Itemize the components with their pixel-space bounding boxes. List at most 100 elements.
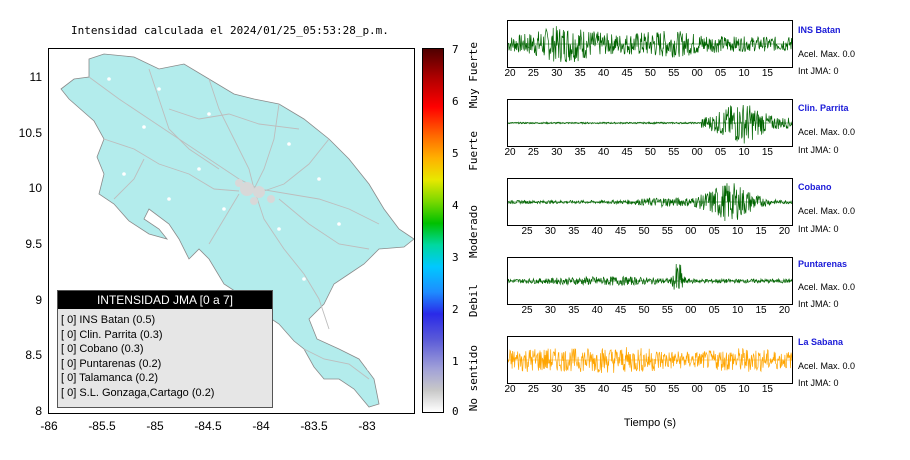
colorbar-label-no-sentido: No sentido xyxy=(467,345,480,412)
colorbar-tick: 6 xyxy=(452,95,459,108)
colorbar-tick: 1 xyxy=(452,355,459,368)
legend-item: [ 0] Cobano (0.3) xyxy=(61,343,144,355)
time-tick-label: 45 xyxy=(621,147,633,158)
time-tick-label: 35 xyxy=(574,147,586,158)
time-tick-label: 50 xyxy=(638,226,650,237)
colorbar-tick: 4 xyxy=(452,199,459,212)
time-tick-label: 20 xyxy=(504,68,516,79)
station-acel: Acel. Max. 0.0 xyxy=(798,206,856,216)
colorbar-tick: 0 xyxy=(452,405,459,418)
time-tick-label: 55 xyxy=(661,226,673,237)
time-tick-label: 20 xyxy=(778,226,790,237)
map-title: Intensidad calculada el 2024/01/25_05:53… xyxy=(71,24,389,37)
urban-area xyxy=(235,179,275,205)
legend-item: [ 0] INS Batan (0.5) xyxy=(61,314,156,326)
time-tick-label: 45 xyxy=(615,305,627,316)
station-name: Cobano xyxy=(798,182,832,192)
station-acel: Acel. Max. 0.0 xyxy=(798,49,856,59)
map-y-tick: 10.5 xyxy=(18,126,42,140)
station-name: INS Batan xyxy=(798,25,841,35)
time-tick-label: 00 xyxy=(691,68,703,79)
station-name: Clin. Parrita xyxy=(798,103,849,113)
station-markers xyxy=(107,77,371,371)
legend-item: [ 0] Clin. Parrita (0.3) xyxy=(61,328,163,341)
time-axis-title: Tiempo (s) xyxy=(623,417,677,429)
colorbar-label-muy-fuerte: Muy Fuerte xyxy=(467,42,480,109)
time-tick-label: 40 xyxy=(591,305,603,316)
waveform-trace[interactable] xyxy=(507,257,793,305)
time-tick-label: 30 xyxy=(551,384,563,395)
legend-item: [ 0] Puntarenas (0.2) xyxy=(61,357,162,370)
time-tick-label: 35 xyxy=(568,226,580,237)
map-x-tick: -84 xyxy=(252,419,270,433)
legend-header: INTENSIDAD JMA [0 a 7] xyxy=(58,291,272,309)
costa-rica-map-svg xyxy=(60,53,414,408)
station-int: Int JMA: 0 xyxy=(798,224,839,234)
time-tick-label: 05 xyxy=(708,226,720,237)
colorbar-tick: 7 xyxy=(452,43,459,56)
waveform-trace[interactable] xyxy=(507,178,793,226)
time-tick-label: 25 xyxy=(527,68,539,79)
station-acel: Acel. Max. 0.0 xyxy=(798,127,856,137)
time-tick-label: 25 xyxy=(521,226,533,237)
time-tick-label: 40 xyxy=(598,68,610,79)
time-tick-label: 55 xyxy=(668,147,680,158)
station-int: Int JMA: 0 xyxy=(798,66,839,76)
time-tick-label: 10 xyxy=(732,226,744,237)
time-tick-label: 15 xyxy=(761,384,773,395)
map-y-tick: 8 xyxy=(35,404,42,418)
colorbar-label-moderado: Moderado xyxy=(467,205,480,258)
time-tick-label: 30 xyxy=(551,147,563,158)
time-tick-label: 20 xyxy=(504,384,516,395)
map-x-tick: -85 xyxy=(146,419,164,433)
legend-list: [ 0] INS Batan (0.5) [ 0] Clin. Parrita … xyxy=(58,309,272,400)
waveform-trace[interactable] xyxy=(507,20,793,68)
time-tick-label: 35 xyxy=(574,384,586,395)
time-tick-label: 50 xyxy=(644,68,656,79)
time-tick-label: 50 xyxy=(638,305,650,316)
time-tick-label: 25 xyxy=(527,147,539,158)
time-tick-label: 10 xyxy=(738,384,750,395)
time-tick-label: 00 xyxy=(685,226,697,237)
time-tick-label: 50 xyxy=(644,147,656,158)
time-tick-label: 35 xyxy=(568,305,580,316)
map-y-tick: 9 xyxy=(35,293,42,307)
station-int: Int JMA: 0 xyxy=(798,299,839,309)
time-tick-label: 40 xyxy=(598,384,610,395)
colorbar-tick: 3 xyxy=(452,251,459,264)
time-tick-label: 30 xyxy=(551,68,563,79)
time-tick-label: 25 xyxy=(521,305,533,316)
legend-item: [ 0] S.L. Gonzaga,Cartago (0.2) xyxy=(61,386,215,399)
intensity-colorbar xyxy=(422,48,444,413)
time-tick-label: 05 xyxy=(708,305,720,316)
time-tick-label: 55 xyxy=(668,384,680,395)
time-tick-label: 30 xyxy=(544,305,556,316)
time-tick-label: 55 xyxy=(661,305,673,316)
colorbar-label-debil: Debil xyxy=(467,284,480,318)
waveform-trace[interactable] xyxy=(507,99,793,147)
time-tick-label: 15 xyxy=(755,226,767,237)
colorbar-label-fuerte: Fuerte xyxy=(467,131,480,171)
time-tick-label: 45 xyxy=(621,384,633,395)
time-tick-label: 20 xyxy=(504,147,516,158)
road-network xyxy=(88,68,380,380)
station-int: Int JMA: 0 xyxy=(798,145,839,155)
time-tick-label: 00 xyxy=(691,384,703,395)
time-tick-label: 55 xyxy=(668,68,680,79)
station-name: La Sabana xyxy=(798,337,844,347)
time-tick-label: 30 xyxy=(544,226,556,237)
station-acel: Acel. Max. 0.0 xyxy=(798,282,856,292)
waveform-trace[interactable] xyxy=(507,336,793,384)
map-y-tick: 10 xyxy=(28,181,42,195)
time-tick-label: 15 xyxy=(761,68,773,79)
colorbar-tick: 5 xyxy=(452,147,459,160)
time-tick-label: 10 xyxy=(738,68,750,79)
map-x-tick: -84.5 xyxy=(194,419,222,433)
station-int: Int JMA: 0 xyxy=(798,378,839,388)
time-tick-label: 05 xyxy=(715,147,727,158)
time-tick-label: 50 xyxy=(644,384,656,395)
time-tick-label: 00 xyxy=(691,147,703,158)
time-tick-label: 35 xyxy=(574,68,586,79)
time-tick-label: 45 xyxy=(621,68,633,79)
map-y-tick: 8.5 xyxy=(25,348,42,362)
